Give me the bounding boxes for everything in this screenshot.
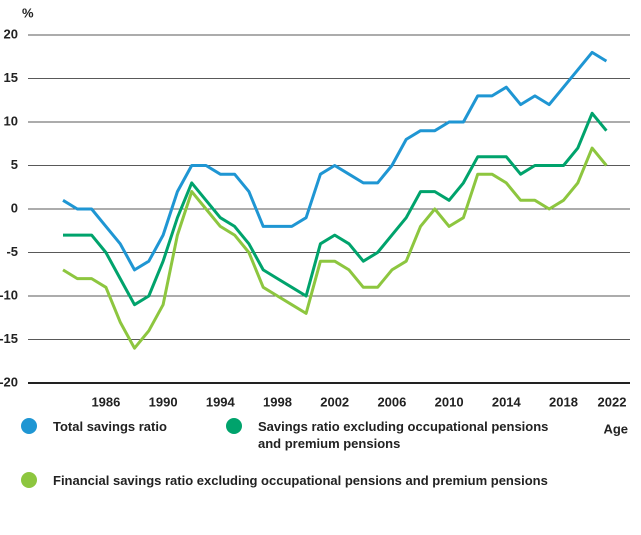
x-axis-label: Age (603, 421, 628, 436)
legend-label: Financial savings ratio excluding occupa… (53, 473, 548, 488)
series-line (62, 50, 608, 272)
x-tick-label: 1986 (91, 394, 120, 409)
x-tick-label: 1994 (206, 394, 236, 409)
y-tick-label: -10 (0, 287, 18, 302)
y-tick-label: 10 (4, 113, 18, 128)
x-tick-label: 2010 (435, 394, 464, 409)
legend-label: Savings ratio excluding occupational pen… (258, 419, 549, 451)
x-tick-label: 1998 (263, 394, 292, 409)
chart: % Age -20 -15 -10 -5 0 5 10 15 20 1986 1990 1994 199… (0, 5, 630, 436)
y-tick-label: 5 (11, 157, 18, 172)
y-tick-label: 0 (11, 200, 18, 215)
y-tick-label: -20 (0, 374, 18, 389)
x-tick-label: 2014 (492, 394, 522, 409)
legend-item: Savings ratio excluding occupational pen… (226, 418, 558, 452)
series-line (62, 146, 608, 350)
legend-swatch (21, 418, 37, 434)
legend-item: Total savings ratio (21, 418, 233, 435)
x-tick-label: 2018 (549, 394, 578, 409)
x-tick-label: 1990 (149, 394, 178, 409)
legend-swatch (226, 418, 242, 434)
y-axis-label: % (22, 5, 34, 20)
x-tick-label: 2022 (598, 394, 627, 409)
y-tick-label: -15 (0, 331, 18, 346)
series-line (63, 111, 608, 307)
legend-label: Total savings ratio (53, 419, 167, 434)
legend-swatch (21, 472, 37, 488)
y-tick-label: 15 (4, 70, 18, 85)
y-tick-label: -5 (6, 244, 18, 259)
legend-item: Financial savings ratio excluding occupa… (21, 472, 573, 489)
y-tick-label: 20 (4, 26, 18, 41)
x-tick-label: 2002 (320, 394, 349, 409)
x-tick-label: 2006 (377, 394, 406, 409)
